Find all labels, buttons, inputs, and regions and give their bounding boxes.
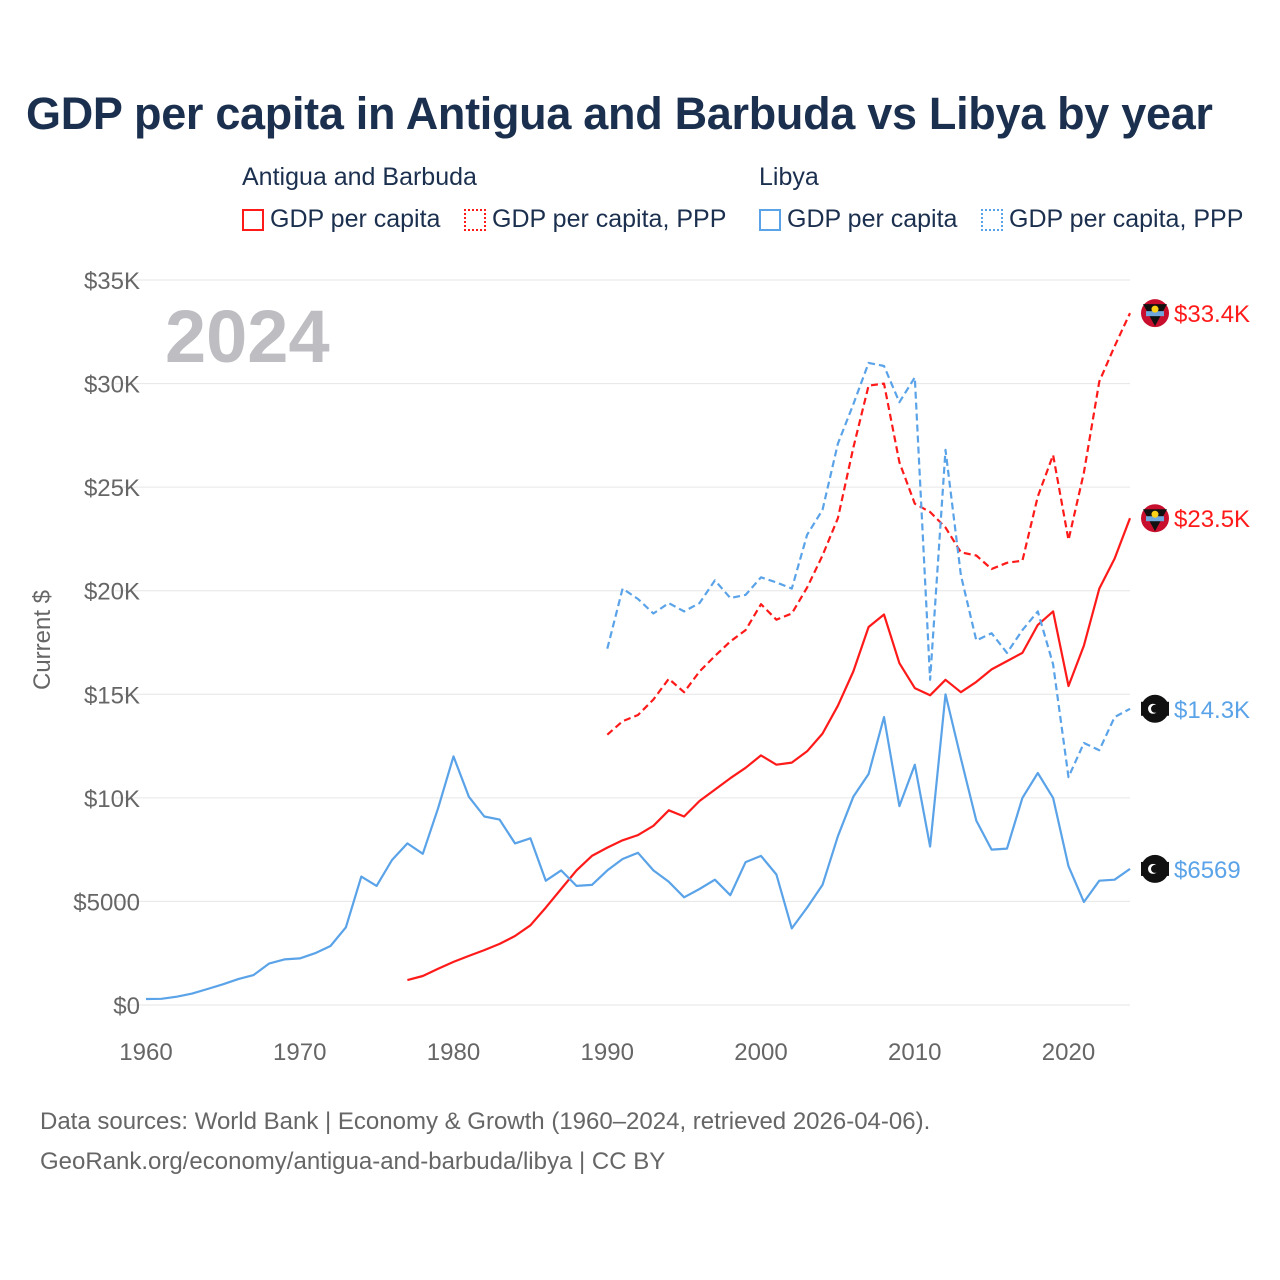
- legend-item-libya-gdp[interactable]: GDP per capita: [759, 205, 957, 234]
- x-tick-label: 1960: [119, 1039, 172, 1066]
- series-line-0: [407, 517, 1132, 982]
- sun-icon: [1151, 305, 1159, 313]
- end-value-label: $23.5K: [1174, 506, 1250, 533]
- x-tick-label: 2000: [734, 1039, 787, 1066]
- x-tick-label: 1980: [427, 1039, 480, 1066]
- legend-swatch-dotted: [464, 208, 486, 231]
- legend-item-antigua-ppp[interactable]: GDP per capita, PPP: [464, 205, 726, 234]
- series-line-3: [606, 361, 1131, 779]
- y-tick-label: $25K: [84, 475, 140, 502]
- legend-group-libya: Libya: [759, 163, 819, 191]
- legend-item-antigua-gdp[interactable]: GDP per capita: [242, 205, 440, 234]
- y-tick-label: $0: [113, 993, 140, 1020]
- y-axis-label: Current $: [29, 590, 56, 690]
- series-line-1: [606, 312, 1131, 736]
- y-tick-label: $5000: [73, 889, 140, 916]
- flag-band: [1146, 516, 1164, 522]
- crescent-cut: [1151, 864, 1159, 873]
- year-watermark: 2024: [165, 295, 330, 378]
- flag-icon: [1141, 299, 1169, 328]
- flag-band: [1146, 311, 1164, 317]
- x-tick-label: 2020: [1042, 1039, 1095, 1066]
- legend-label: GDP per capita: [270, 205, 441, 233]
- x-tick-label: 1990: [581, 1039, 634, 1066]
- footer-sources: Data sources: World Bank | Economy & Gro…: [40, 1108, 931, 1135]
- legend-group-antigua: Antigua and Barbuda: [242, 163, 477, 191]
- legend-label: GDP per capita, PPP: [1009, 205, 1244, 233]
- y-tick-label: $20K: [84, 579, 140, 606]
- x-tick-label: 2010: [888, 1039, 941, 1066]
- end-value-label: $6569: [1174, 857, 1241, 884]
- y-tick-label: $15K: [84, 682, 140, 709]
- end-value-label: $33.4K: [1174, 301, 1250, 328]
- chart-title: GDP per capita in Antigua and Barbuda vs…: [26, 88, 1213, 139]
- legend-label: GDP per capita: [787, 205, 958, 233]
- flag-icon: [1141, 504, 1169, 533]
- legend-swatch-solid: [242, 208, 264, 231]
- flag-icon: [1141, 854, 1169, 883]
- x-tick-label: 1970: [273, 1039, 326, 1066]
- legend-label: GDP per capita, PPP: [492, 205, 727, 233]
- legend-swatch-solid: [759, 208, 781, 231]
- legend-item-libya-ppp[interactable]: GDP per capita, PPP: [981, 205, 1243, 234]
- y-tick-label: $35K: [84, 268, 140, 295]
- end-value-label: $14.3K: [1174, 697, 1250, 724]
- series-line-2: [145, 693, 1131, 1001]
- y-tick-label: $30K: [84, 372, 140, 399]
- flag-icon: [1141, 694, 1169, 723]
- y-tick-label: $10K: [84, 786, 140, 813]
- crescent-cut: [1151, 704, 1159, 713]
- legend-swatch-dotted: [981, 208, 1003, 231]
- footer-link[interactable]: GeoRank.org/economy/antigua-and-barbuda/…: [40, 1148, 666, 1175]
- sun-icon: [1151, 510, 1159, 518]
